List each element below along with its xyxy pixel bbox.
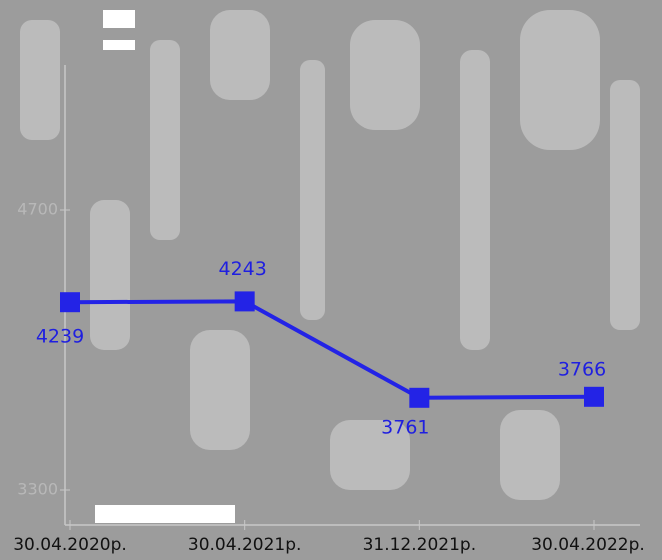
data-label: 3761 bbox=[381, 416, 429, 438]
overlay-block bbox=[95, 505, 235, 523]
y-tick-label: 4700 bbox=[17, 200, 58, 219]
x-tick-label: 30.04.2020р. bbox=[13, 535, 127, 555]
y-tick-label: 3300 bbox=[17, 480, 58, 499]
point bbox=[60, 292, 80, 313]
point bbox=[584, 386, 604, 407]
data-label: 3766 bbox=[558, 358, 606, 380]
series-line bbox=[69, 299, 595, 400]
x-tick-label: 30.04.2022р. bbox=[531, 535, 645, 555]
overlay-block bbox=[103, 10, 135, 28]
x-tick-label: 31.12.2021р. bbox=[363, 535, 477, 555]
data-label: 4239 bbox=[36, 326, 84, 348]
background-texture bbox=[20, 10, 640, 500]
point bbox=[409, 387, 430, 408]
point bbox=[234, 291, 255, 312]
overlay-block bbox=[103, 40, 135, 50]
data-label: 4243 bbox=[218, 258, 266, 280]
x-tick-label: 30.04.2021р. bbox=[188, 535, 302, 555]
